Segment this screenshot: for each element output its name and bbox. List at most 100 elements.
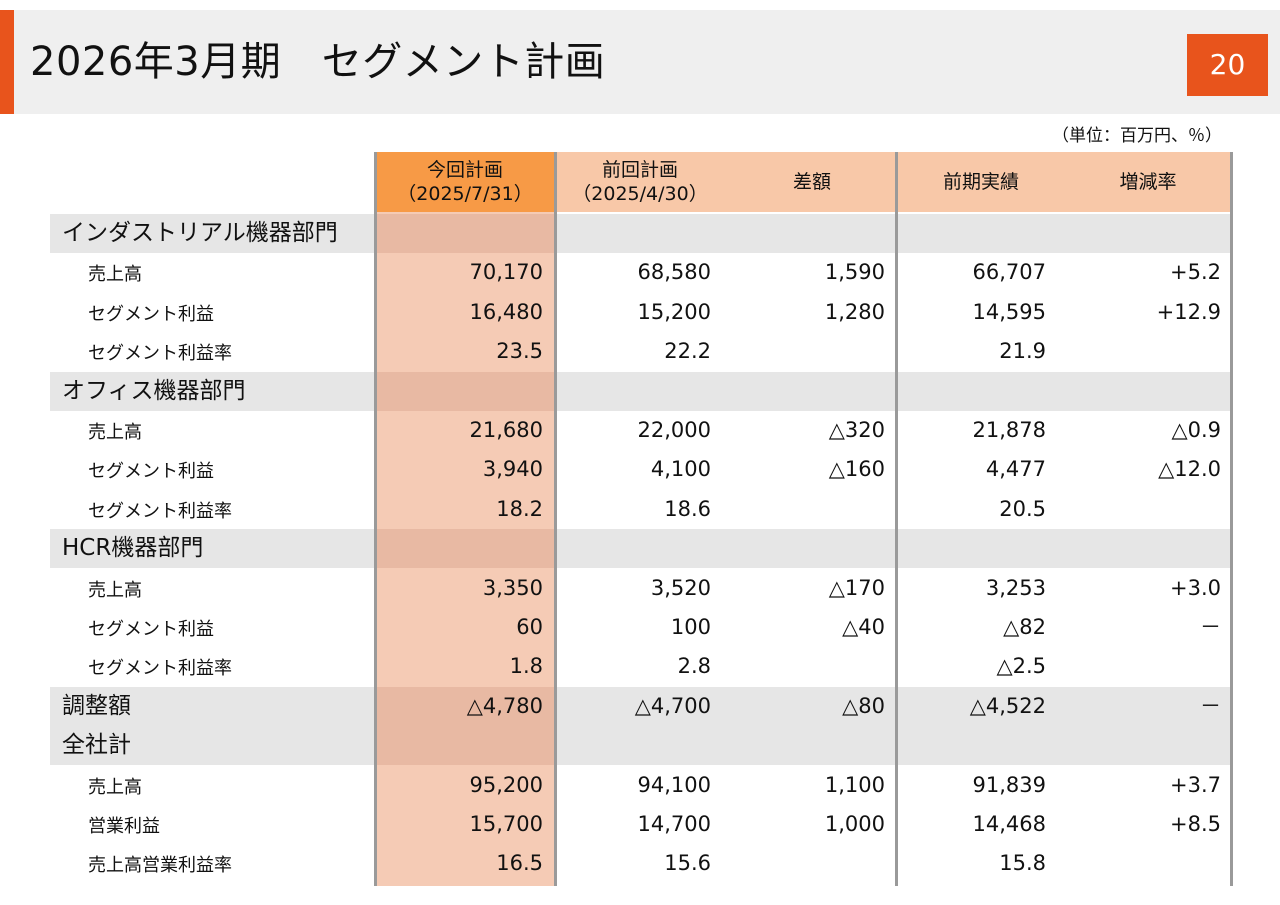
header-change-rate: 増減率 bbox=[1066, 152, 1230, 212]
unit-note: （単位：百万円、％） bbox=[1052, 126, 1222, 146]
section-label: HCR機器部門 bbox=[62, 535, 204, 562]
cell-rate bbox=[1070, 490, 1221, 529]
cell-diff bbox=[730, 647, 885, 686]
section-band bbox=[50, 214, 1231, 253]
cell-prior: 21,878 bbox=[972, 418, 1046, 442]
section-band bbox=[50, 726, 1231, 766]
cell-prior: 14,468 bbox=[972, 812, 1046, 836]
section-band-current bbox=[376, 726, 554, 766]
cell-prior: 3,253 bbox=[985, 575, 1046, 600]
cell-diff: 1,590 bbox=[824, 260, 885, 285]
cell-current: 1.8 bbox=[509, 654, 543, 679]
cell-previous: 15.6 bbox=[664, 851, 711, 876]
cell-previous: 22.2 bbox=[664, 339, 711, 364]
cell-diff: △160 bbox=[828, 457, 885, 482]
section-label: インダストリアル機器部門 bbox=[62, 220, 338, 246]
cell-prior: △4,522 bbox=[969, 693, 1046, 718]
header-current-plan-date: （2025/7/31） bbox=[397, 183, 533, 205]
header-previous-plan-date: （2025/4/30） bbox=[572, 183, 708, 205]
row-label: 営業利益 bbox=[88, 816, 160, 837]
header-previous-plan-label: 前回計画 bbox=[601, 159, 678, 181]
header-prior-year-actual: 前期実績 bbox=[898, 152, 1064, 212]
row-label: セグメント利益率 bbox=[88, 343, 232, 365]
cell-prior: 14,595 bbox=[972, 299, 1046, 324]
cell-rate: +5.2 bbox=[1170, 260, 1221, 285]
section-band-current bbox=[376, 214, 554, 253]
header-prior-year-label: 前期実績 bbox=[942, 171, 1019, 193]
cell-prior: 21.9 bbox=[999, 339, 1046, 364]
cell-rate: － bbox=[1200, 615, 1221, 639]
cell-diff: 1,000 bbox=[824, 812, 885, 836]
cell-diff bbox=[730, 844, 885, 883]
divider-current-left bbox=[374, 152, 377, 886]
divider-table-right bbox=[1230, 152, 1233, 886]
row-label: セグメント利益 bbox=[88, 303, 214, 325]
cell-diff: 1,280 bbox=[824, 299, 885, 324]
cell-previous: 3,520 bbox=[650, 575, 711, 600]
header-current-plan: 今回計画 （2025/7/31） bbox=[376, 152, 554, 212]
section-band-current bbox=[376, 529, 554, 569]
row-label: 売上高 bbox=[88, 579, 142, 601]
cell-current: 95,200 bbox=[469, 772, 543, 797]
row-label: セグメント利益率 bbox=[88, 658, 232, 680]
section-label: オフィス機器部門 bbox=[62, 377, 246, 404]
header-current-plan-bg bbox=[376, 152, 554, 212]
row-label: 売上高 bbox=[88, 776, 142, 798]
row-label: 売上高 bbox=[88, 422, 142, 443]
cell-previous: 14,700 bbox=[637, 812, 711, 836]
cell-previous: 22,000 bbox=[637, 418, 711, 442]
cell-diff bbox=[730, 490, 885, 529]
cell-prior: 15.8 bbox=[999, 851, 1046, 876]
cell-current: 18.2 bbox=[496, 496, 543, 521]
section-band bbox=[50, 686, 1231, 726]
divider-current-right bbox=[554, 152, 557, 886]
cell-previous: 94,100 bbox=[637, 772, 711, 797]
cell-rate: △0.9 bbox=[1171, 418, 1221, 442]
cell-current: 3,940 bbox=[482, 457, 543, 482]
header-difference: 差額 bbox=[728, 152, 896, 212]
cell-current: 60 bbox=[516, 615, 543, 639]
cell-previous: 100 bbox=[670, 615, 711, 639]
section-band bbox=[50, 371, 1231, 411]
cell-prior: △2.5 bbox=[996, 654, 1046, 679]
cell-rate bbox=[1070, 647, 1221, 686]
section-band bbox=[50, 529, 1231, 569]
header-difference-label: 差額 bbox=[792, 171, 831, 193]
row-label: セグメント利益 bbox=[88, 619, 214, 640]
cell-diff: △40 bbox=[842, 615, 885, 639]
cell-rate: － bbox=[1200, 693, 1221, 718]
cell-rate bbox=[1070, 844, 1221, 883]
row-label: 売上高 bbox=[88, 264, 142, 286]
cell-current: △4,780 bbox=[466, 693, 543, 718]
divider-prior-left bbox=[895, 152, 898, 886]
cell-previous: 2.8 bbox=[677, 654, 711, 679]
cell-current: 21,680 bbox=[469, 418, 543, 442]
cell-prior: 91,839 bbox=[972, 772, 1046, 797]
cell-diff: △170 bbox=[828, 575, 885, 600]
header-previous-plan: 前回計画 （2025/4/30） bbox=[555, 152, 725, 212]
header-change-rate-label: 増減率 bbox=[1119, 171, 1177, 193]
cell-rate: +3.7 bbox=[1170, 772, 1221, 797]
cell-prior: 4,477 bbox=[985, 457, 1046, 482]
cell-current: 16.5 bbox=[496, 851, 543, 876]
cell-previous: 68,580 bbox=[637, 260, 711, 285]
cell-diff bbox=[730, 332, 885, 371]
cell-current: 16,480 bbox=[469, 299, 543, 324]
cell-prior: 66,707 bbox=[972, 260, 1046, 285]
cell-prior: △82 bbox=[1003, 615, 1046, 639]
header-band bbox=[555, 152, 1230, 212]
title-accent-bar bbox=[0, 10, 14, 114]
cell-current: 23.5 bbox=[496, 339, 543, 364]
section-label: 全社計 bbox=[62, 732, 131, 759]
section-label: 調整額 bbox=[62, 692, 131, 719]
cell-current: 70,170 bbox=[469, 260, 543, 285]
cell-previous: 18.6 bbox=[664, 496, 711, 521]
section-band-current bbox=[376, 371, 554, 411]
section-band-current bbox=[376, 686, 554, 726]
cell-previous: 15,200 bbox=[637, 299, 711, 324]
cell-diff: 1,100 bbox=[824, 772, 885, 797]
cell-rate: +8.5 bbox=[1170, 812, 1221, 836]
cell-previous: △4,700 bbox=[634, 693, 711, 718]
cell-rate: +12.9 bbox=[1156, 299, 1221, 324]
cell-rate bbox=[1070, 332, 1221, 371]
